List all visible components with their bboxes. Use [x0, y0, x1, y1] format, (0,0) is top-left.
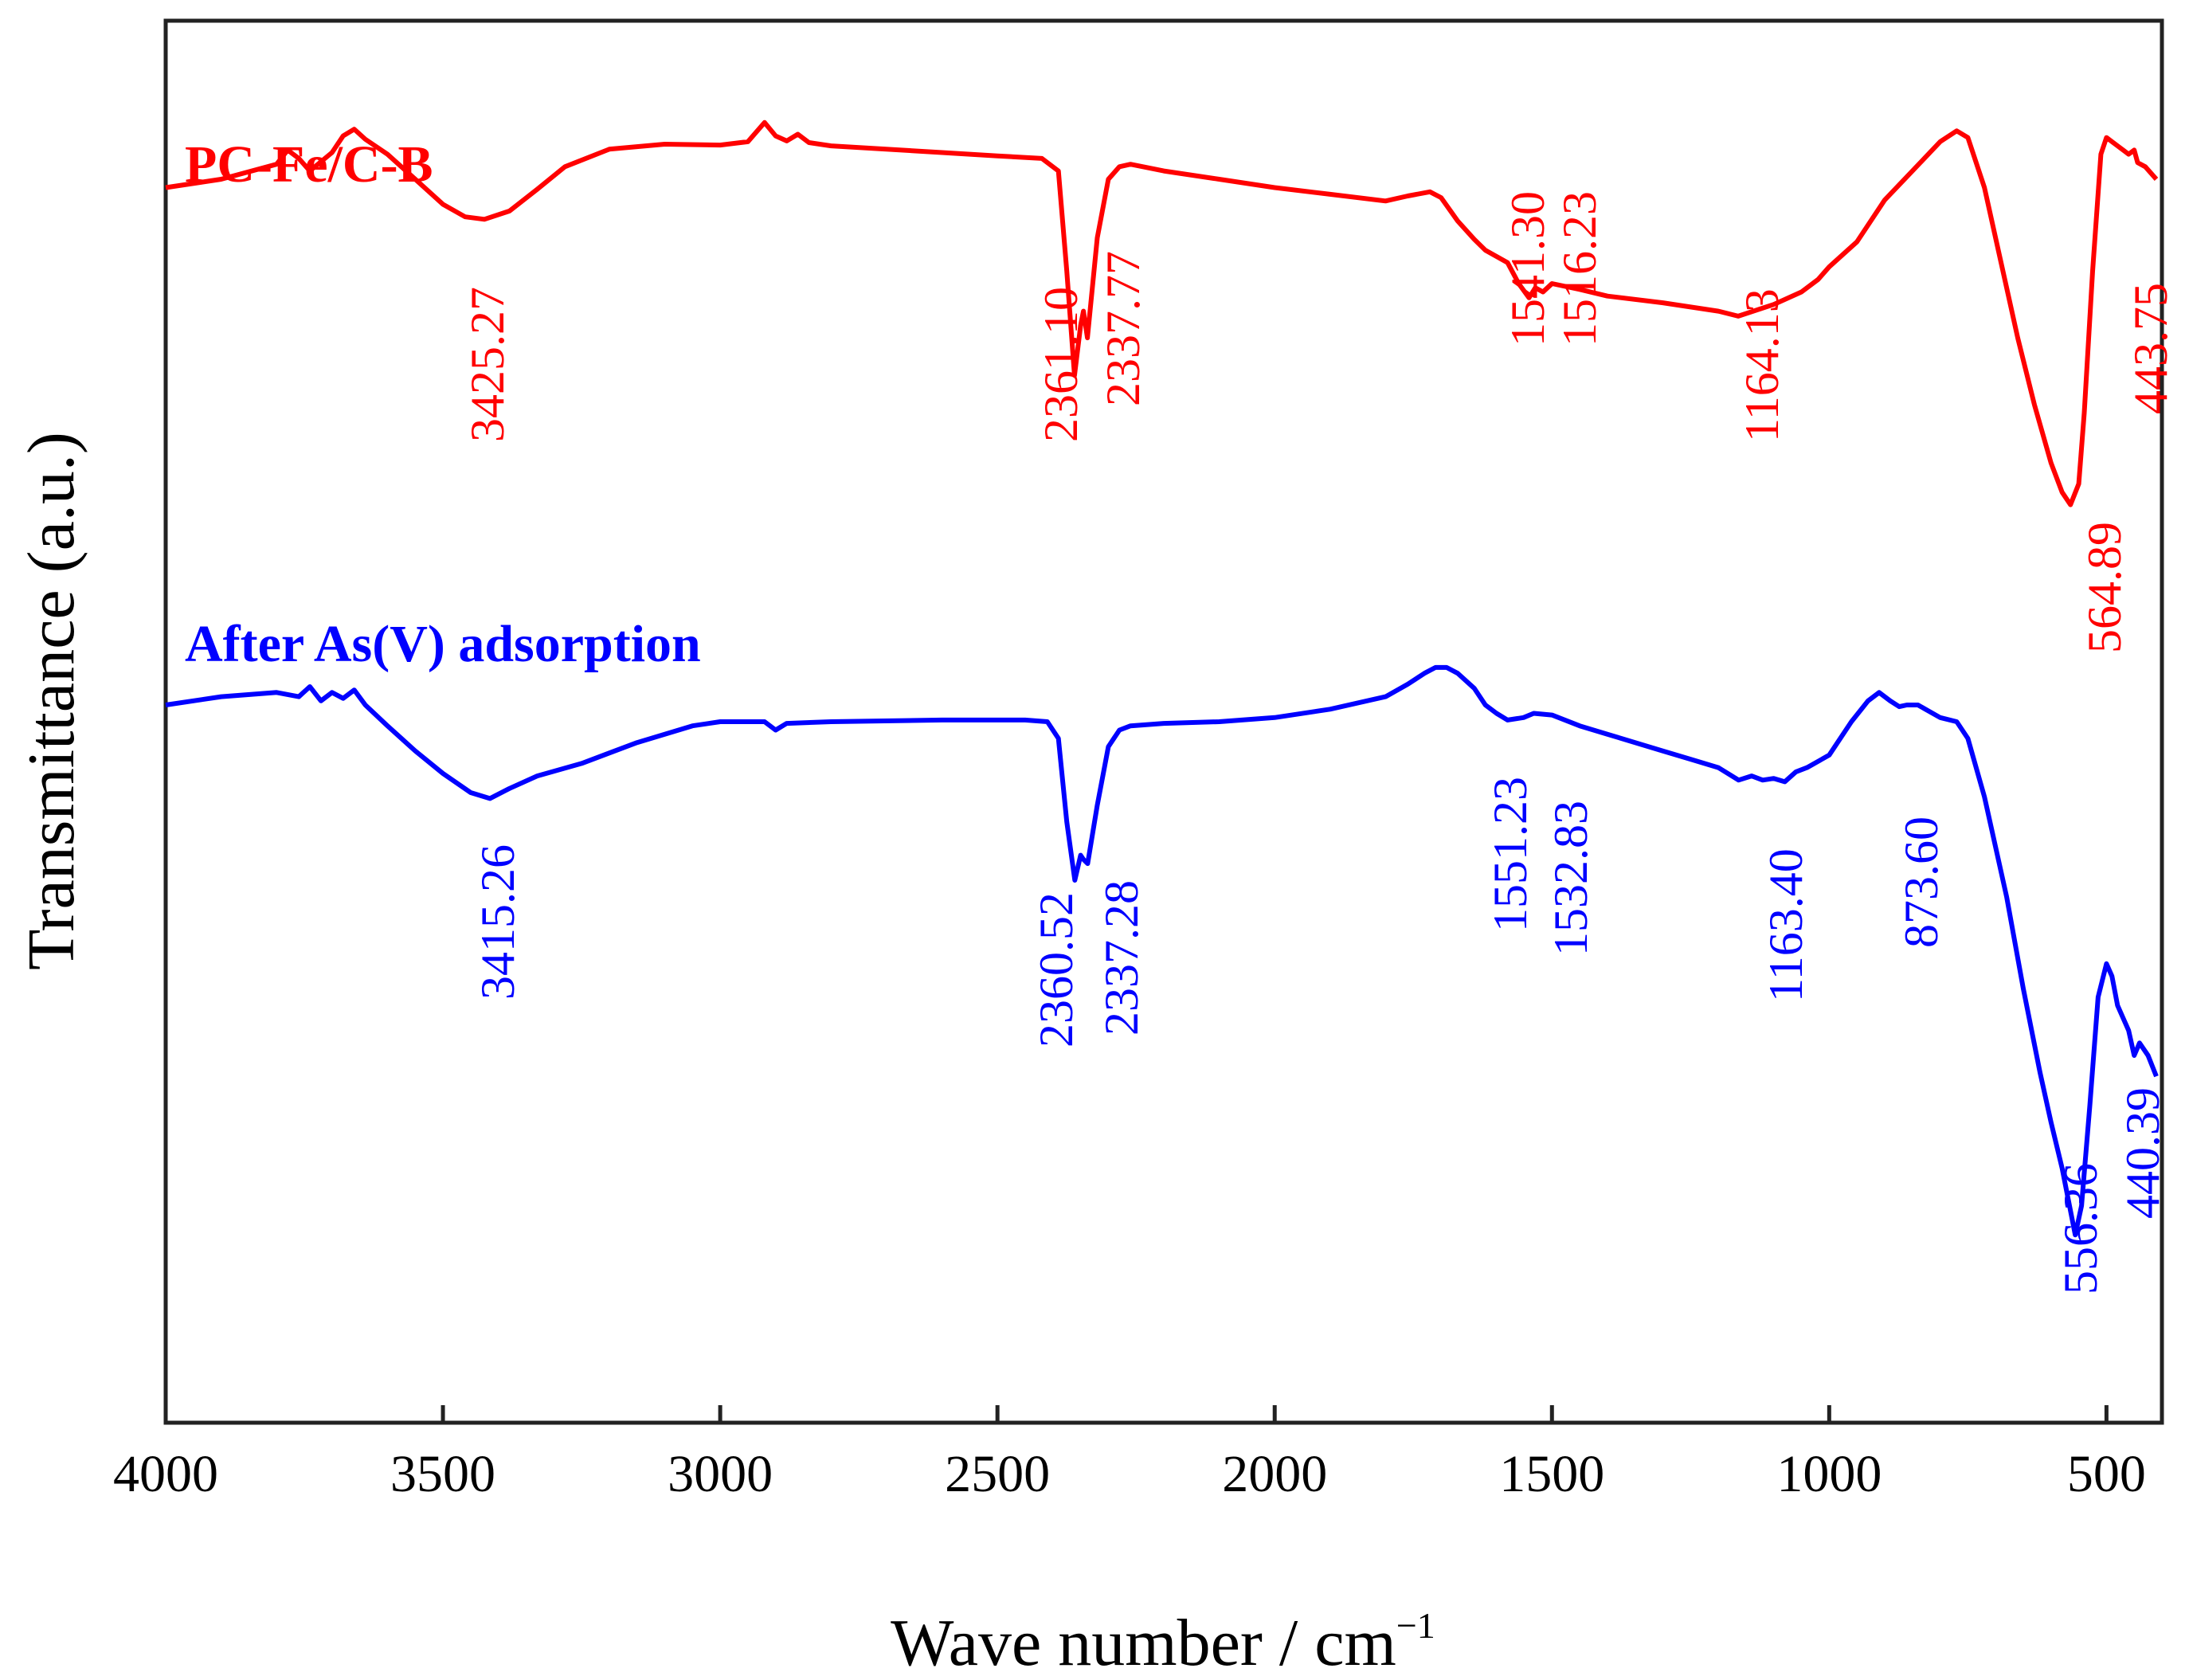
peak-label: 556.36	[2054, 1163, 2107, 1294]
x-axis-title-superscript: −1	[1396, 1605, 1435, 1646]
peak-label: 1163.40	[1760, 848, 1812, 1002]
peak-labels: 3425.27 2361.10 2337.77 1541.30 1516.23 …	[461, 191, 2177, 1294]
peak-label: 1516.23	[1553, 191, 1606, 347]
x-axis-title-text: Wave number / cm	[891, 1606, 1396, 1680]
peak-label: 443.75	[2124, 283, 2177, 414]
series-line-pc-fe-c-b	[165, 119, 2159, 507]
x-tick-label: 3500	[390, 1445, 495, 1503]
x-tick-label: 1000	[1776, 1445, 1882, 1503]
x-axis-ticks: 4000 3500 3000 2500 2000 1500 1000 500	[113, 1405, 2146, 1503]
x-axis-title: Wave number / cm−1	[891, 1605, 1435, 1680]
x-tick-label: 3000	[668, 1445, 773, 1503]
peak-label: 1551.23	[1484, 777, 1537, 932]
series-label-after-as-v-adsorption: After As(V) adsorption	[185, 615, 701, 673]
y-axis-title: Transmittance (a.u.)	[14, 432, 88, 970]
peak-label: 440.39	[2117, 1087, 2169, 1219]
peak-label: 1164.13	[1736, 288, 1788, 442]
peak-label: 2337.77	[1097, 251, 1149, 406]
peak-label: 3425.27	[461, 287, 514, 442]
x-tick-label: 2000	[1222, 1445, 1327, 1503]
x-tick-label: 4000	[113, 1445, 218, 1503]
peak-label: 3415.26	[472, 844, 524, 1000]
plot-frame	[163, 18, 2164, 1425]
peak-label: 873.60	[1895, 817, 1948, 948]
peak-label: 2361.10	[1035, 287, 1087, 442]
x-tick-label: 2500	[945, 1445, 1050, 1503]
series-line-after-as-v-adsorption	[165, 664, 2159, 1238]
peak-label: 564.89	[2078, 522, 2131, 653]
peak-label: 1541.30	[1502, 191, 1554, 347]
x-tick-label: 500	[2067, 1445, 2146, 1503]
peak-label: 2360.52	[1030, 892, 1083, 1048]
series-label-pc-fe-c-b: PC-Fe/C-B	[185, 135, 433, 194]
peak-label: 1532.83	[1545, 801, 1597, 956]
x-tick-label: 1500	[1499, 1445, 1604, 1503]
peak-label: 2337.28	[1095, 880, 1148, 1036]
